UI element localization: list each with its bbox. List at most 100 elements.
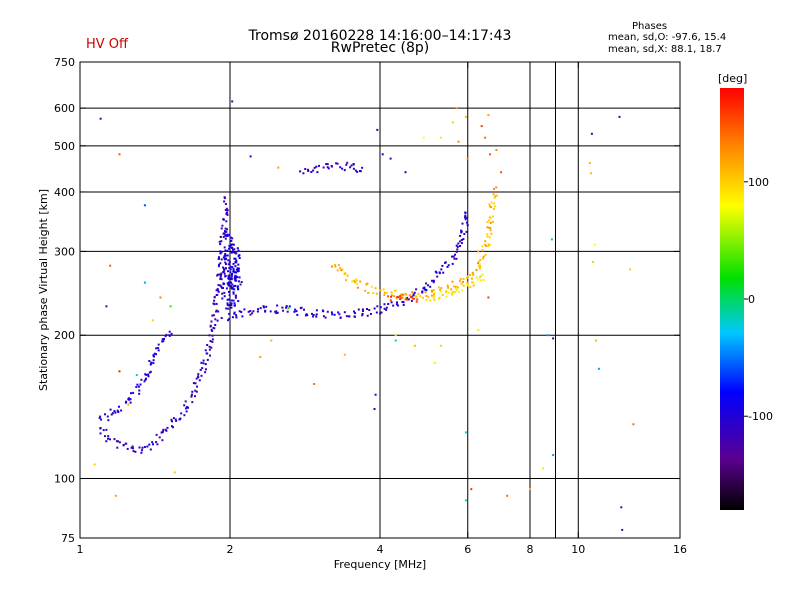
scatter-point <box>529 488 531 491</box>
trace-point <box>493 196 496 199</box>
trace-point <box>215 302 218 305</box>
scatter-point <box>404 171 407 174</box>
trace-point <box>454 287 457 290</box>
trace-point <box>230 306 233 309</box>
trace-point <box>489 216 492 219</box>
trace-point <box>213 295 216 298</box>
trace-point <box>236 270 239 273</box>
trace-point <box>205 352 208 355</box>
trace-point <box>462 284 465 287</box>
colorbar-tick-label: 0 <box>748 293 755 306</box>
trace-point <box>216 288 219 291</box>
trace-point <box>396 295 399 298</box>
trace-point <box>204 363 207 366</box>
scatter-point <box>231 100 234 103</box>
trace-point <box>315 309 318 312</box>
trace-point <box>202 362 205 365</box>
scatter-point <box>552 337 555 340</box>
trace-point <box>230 274 233 277</box>
trace-point <box>225 212 228 215</box>
scatter-point <box>632 423 635 426</box>
trace-point <box>227 259 230 262</box>
trace-point <box>467 284 470 287</box>
trace-point <box>460 282 463 285</box>
scatter-point <box>618 115 621 118</box>
trace-point <box>152 354 155 357</box>
trace-point <box>113 410 116 413</box>
trace-point <box>398 296 400 299</box>
trace-point <box>180 412 183 415</box>
trace-point <box>147 375 150 378</box>
scatter-point <box>93 463 96 466</box>
x-axis-label: Frequency [MHz] <box>334 558 426 571</box>
trace-point <box>228 261 231 264</box>
trace-point <box>230 239 233 242</box>
trace-point <box>446 265 449 268</box>
trace-point <box>220 274 222 277</box>
trace-point <box>304 168 307 170</box>
trace-point <box>230 281 233 284</box>
scatter-point <box>489 153 491 156</box>
trace-point <box>461 222 464 225</box>
trace-point <box>184 400 187 403</box>
trace-point <box>366 282 369 285</box>
trace-point <box>411 296 414 299</box>
trace-point <box>152 362 155 365</box>
scatter-point <box>143 204 146 207</box>
trace-point <box>351 280 354 283</box>
scatter-point <box>620 506 623 509</box>
trace-point <box>475 269 478 272</box>
trace-point <box>238 257 241 259</box>
trace-point <box>489 229 492 232</box>
trace-point <box>361 166 364 169</box>
trace-point <box>208 334 211 337</box>
trace-point <box>356 170 359 173</box>
trace-point <box>304 314 307 317</box>
trace-point <box>220 258 223 261</box>
trace-point <box>264 309 267 312</box>
scatter-point <box>500 171 503 174</box>
trace-point <box>348 315 350 318</box>
trace-point <box>234 265 237 268</box>
trace-point <box>183 414 186 417</box>
trace-point <box>210 346 213 349</box>
trace-point <box>229 236 232 239</box>
trace-point <box>331 265 333 268</box>
scatter-point <box>118 370 121 373</box>
trace-point <box>211 334 214 337</box>
trace-point <box>224 275 227 278</box>
trace-point <box>231 243 234 246</box>
trace-point <box>146 445 149 448</box>
trace-point <box>415 300 418 303</box>
trace-point <box>168 334 171 337</box>
trace-point <box>109 408 112 411</box>
colorbar-tick-label: -100 <box>748 410 773 423</box>
trace-point <box>488 203 491 206</box>
trace-point <box>216 319 219 322</box>
chart-subtitle: RwPretec (8p) <box>330 40 430 56</box>
trace-point <box>237 255 240 258</box>
trace-point <box>220 317 223 319</box>
trace-point <box>104 435 106 438</box>
scatter-point <box>270 339 273 342</box>
trace-point <box>125 400 128 403</box>
trace-point <box>352 163 355 165</box>
trace-point <box>209 354 211 357</box>
trace-point <box>235 316 238 319</box>
data-points <box>93 100 635 531</box>
trace-point <box>238 276 241 279</box>
x-tick-label: 8 <box>527 543 534 556</box>
trace-point <box>375 292 378 295</box>
trace-point <box>410 299 413 302</box>
scatter-point <box>259 356 262 358</box>
trace-point <box>285 305 288 308</box>
scatter-point <box>151 319 154 322</box>
trace-point <box>226 228 228 231</box>
trace-point <box>486 233 489 236</box>
trace-point <box>353 279 356 282</box>
scatter-point <box>422 136 425 139</box>
trace-point <box>276 311 279 314</box>
trace-point <box>353 310 355 313</box>
trace-point <box>170 418 173 421</box>
trace-point <box>257 308 260 311</box>
